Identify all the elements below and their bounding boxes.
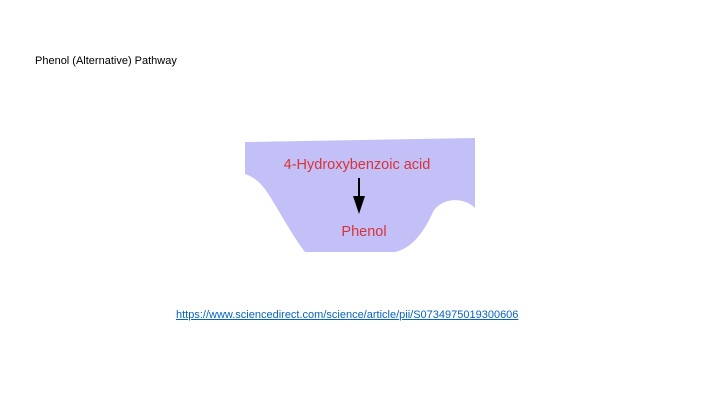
product-label: Phenol xyxy=(341,224,386,240)
reaction-arrow-head xyxy=(353,196,365,214)
slide-title: Phenol (Alternative) Pathway xyxy=(35,55,177,67)
source-link[interactable]: https://www.sciencedirect.com/science/ar… xyxy=(176,309,519,321)
pathway-svg: 4-Hydroxybenzoic acid Phenol xyxy=(245,138,475,252)
substrate-label: 4-Hydroxybenzoic acid xyxy=(284,157,431,173)
pathway-diagram: 4-Hydroxybenzoic acid Phenol xyxy=(245,138,475,252)
